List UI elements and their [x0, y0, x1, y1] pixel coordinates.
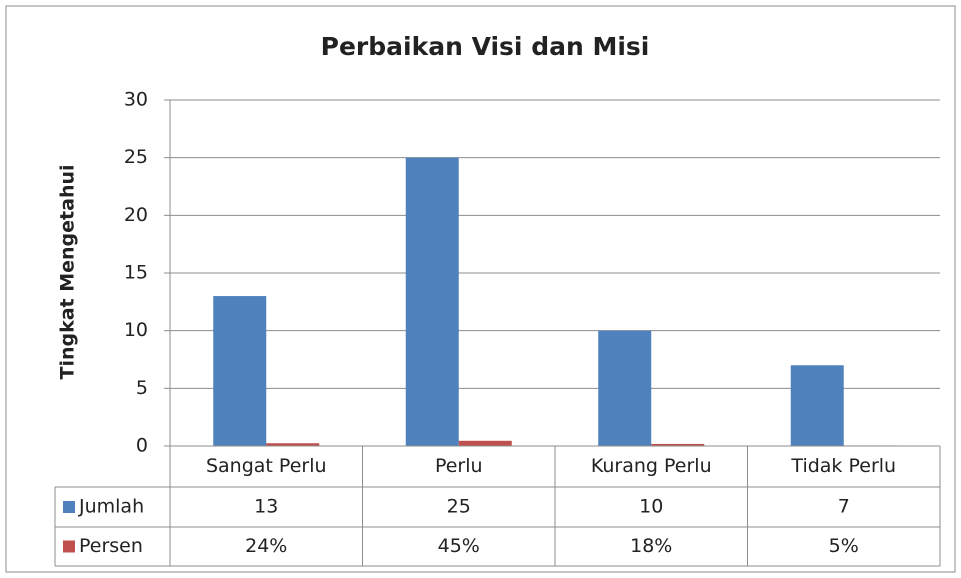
table-cell: 18% [630, 535, 672, 557]
table-cell: 45% [438, 535, 480, 557]
y-tick-label: 30 [124, 89, 148, 111]
y-tick-label: 20 [124, 204, 148, 226]
y-tick-label: 15 [124, 262, 148, 284]
legend-key [63, 501, 75, 513]
bar [213, 296, 267, 446]
y-tick-label: 25 [124, 146, 148, 168]
table-cell: 13 [254, 496, 278, 518]
legend-label: Persen [79, 535, 143, 557]
table-cell: 5% [829, 535, 859, 557]
bar [405, 157, 459, 446]
legend-label: Jumlah [78, 496, 144, 518]
chart-title: Perbaikan Visi dan Misi [321, 32, 650, 61]
y-tick-label: 5 [136, 377, 148, 399]
x-tick-label: Kurang Perlu [591, 455, 712, 477]
bar [458, 440, 512, 446]
x-tick-label: Perlu [435, 455, 483, 477]
y-axis-label: Tingkat Mengetahui [57, 164, 79, 379]
x-tick-label: Tidak Perlu [790, 455, 896, 477]
bar [266, 443, 320, 446]
x-tick-label: Sangat Perlu [206, 455, 327, 477]
legend-key [63, 540, 75, 553]
table-cell: 7 [838, 496, 850, 518]
table-cell: 25 [447, 496, 471, 518]
table-cell: 10 [639, 496, 663, 518]
bar [790, 365, 844, 446]
bar [598, 330, 652, 446]
y-tick-label: 0 [136, 435, 148, 457]
table-cell: 24% [245, 535, 287, 557]
y-tick-label: 10 [124, 319, 148, 341]
bar [651, 443, 705, 446]
